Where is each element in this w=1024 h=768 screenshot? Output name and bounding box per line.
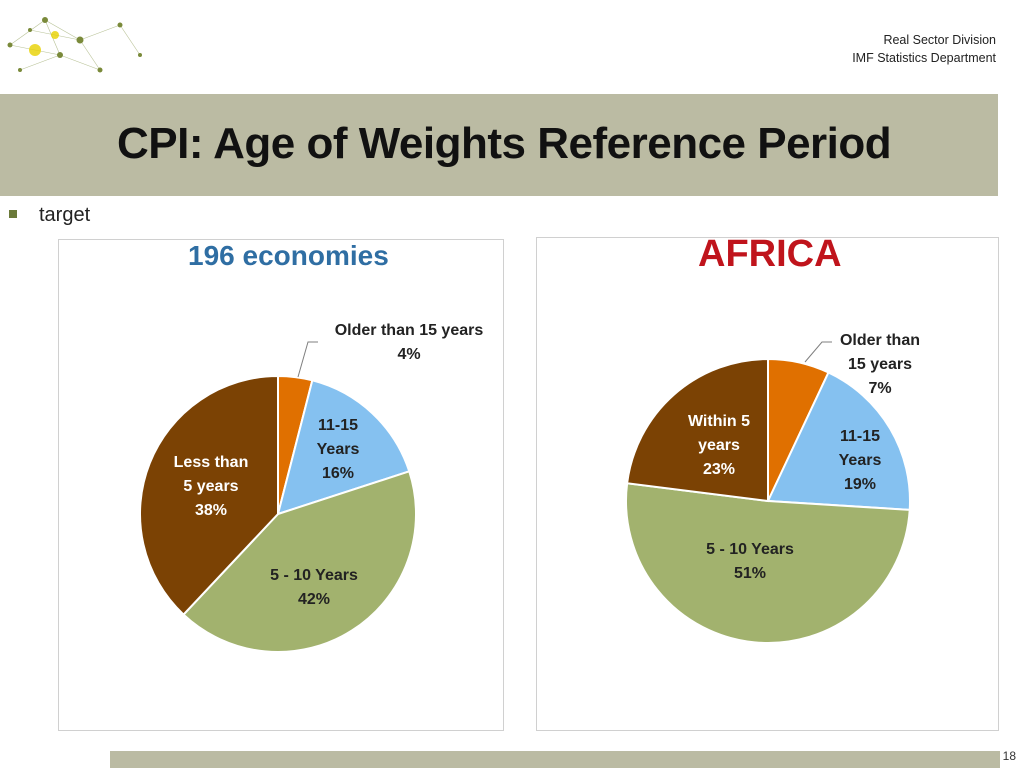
slice-label-global-3: 5 - 10 Years 42% xyxy=(270,567,358,608)
slice-label-global-1: Older than 15 years 4% xyxy=(335,322,484,363)
title-band xyxy=(0,94,998,196)
leader-line-africa-1 xyxy=(804,341,832,363)
pie-slice-global-4 xyxy=(139,374,279,617)
slice-label-africa-1: Older than 15 years 7% xyxy=(840,332,920,397)
slice-label-global-2: 11-15 Years 16% xyxy=(317,417,360,482)
org-division: Real Sector Division xyxy=(883,33,996,47)
slice-label-africa-3: 5 - 10 Years 51% xyxy=(706,541,794,582)
imf-network-logo xyxy=(7,17,142,73)
pie-slice-africa-4 xyxy=(626,357,769,503)
bullet-marker xyxy=(9,210,17,218)
organization-info: Real Sector Division IMF Statistics Depa… xyxy=(852,31,996,67)
chart-title-africa: AFRICA xyxy=(698,233,842,275)
pie-slice-global-2 xyxy=(276,379,411,516)
slice-label-africa-4: Within 5 years 23% xyxy=(688,413,750,478)
chart-title-global: 196 economies xyxy=(188,240,389,271)
org-department: IMF Statistics Department xyxy=(852,51,996,65)
page-number: 18 xyxy=(1002,749,1016,763)
footer-band xyxy=(110,751,1000,768)
pie-slice-africa-3 xyxy=(625,482,911,644)
leader-line-global-1 xyxy=(297,341,318,378)
slice-label-africa-2: 11-15 Years 19% xyxy=(839,428,882,493)
pie-slice-africa-2 xyxy=(766,371,911,511)
slide-title: CPI: Age of Weights Reference Period xyxy=(117,119,892,168)
pie-slice-global-3 xyxy=(182,470,417,654)
bullet-text: target xyxy=(39,204,91,226)
slice-label-global-4: Less than 5 years 38% xyxy=(174,454,249,519)
